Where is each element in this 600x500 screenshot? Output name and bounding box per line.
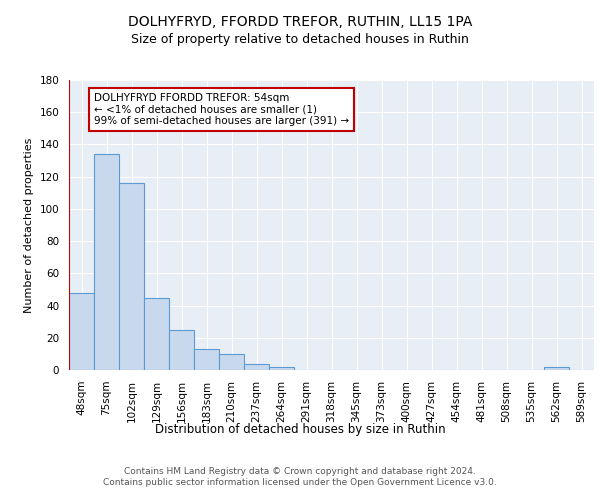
Bar bbox=[69, 292, 94, 370]
Text: Distribution of detached houses by size in Ruthin: Distribution of detached houses by size … bbox=[155, 422, 445, 436]
Bar bbox=[269, 367, 294, 370]
Bar bbox=[544, 367, 569, 370]
Bar bbox=[94, 154, 119, 370]
Text: DOLHYFRYD, FFORDD TREFOR, RUTHIN, LL15 1PA: DOLHYFRYD, FFORDD TREFOR, RUTHIN, LL15 1… bbox=[128, 15, 472, 29]
Bar bbox=[119, 183, 144, 370]
Bar bbox=[219, 354, 244, 370]
Text: DOLHYFRYD FFORDD TREFOR: 54sqm
← <1% of detached houses are smaller (1)
99% of s: DOLHYFRYD FFORDD TREFOR: 54sqm ← <1% of … bbox=[94, 93, 349, 126]
Text: Contains HM Land Registry data © Crown copyright and database right 2024.
Contai: Contains HM Land Registry data © Crown c… bbox=[103, 468, 497, 487]
Y-axis label: Number of detached properties: Number of detached properties bbox=[24, 138, 34, 312]
Bar bbox=[169, 330, 194, 370]
Bar bbox=[144, 298, 169, 370]
Text: Size of property relative to detached houses in Ruthin: Size of property relative to detached ho… bbox=[131, 32, 469, 46]
Bar bbox=[194, 349, 219, 370]
Bar bbox=[244, 364, 269, 370]
